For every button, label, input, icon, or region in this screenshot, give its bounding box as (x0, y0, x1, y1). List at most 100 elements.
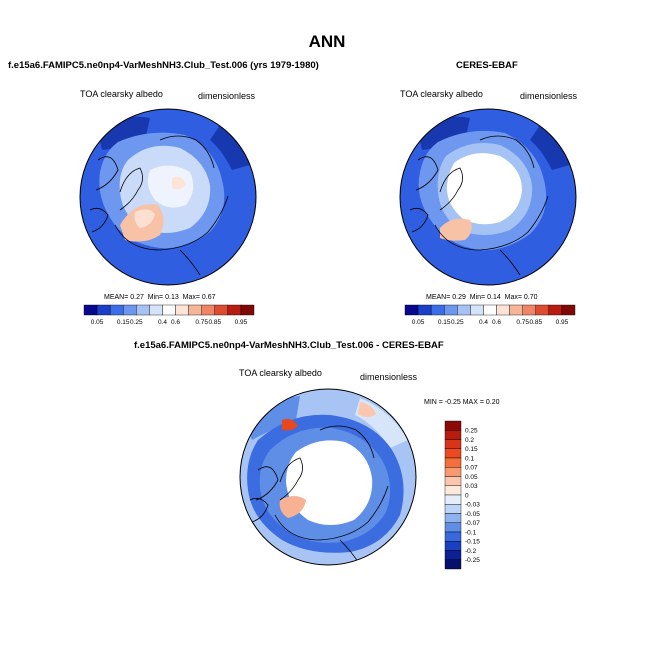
panel-3-coastline (319, 425, 375, 459)
panel-1-min-value: 0.13 (165, 294, 179, 301)
panel-3-colorbar-tick-label: -0.2 (465, 548, 477, 555)
panel-2-coastline (479, 135, 535, 169)
panel-3-colorbar-tick-label: 0.15 (465, 446, 478, 453)
panel-2-colorbar-swatch (561, 304, 576, 316)
panel-2-mean-label: MEAN= (426, 294, 451, 301)
panel-1-coastline (95, 156, 119, 191)
panel-1-colorbar-tick-label: 0.95 (235, 319, 248, 326)
panel-1-colorbar-tick-label: 0.75 (195, 319, 208, 326)
panel-1-colorbar-tick-label: 0.05 (91, 319, 104, 326)
panel-3-title: f.e15a6.FAMIPC5.ne0np4-VarMeshNH3.Club_T… (134, 340, 444, 351)
panel-3-colorbar-swatch (444, 550, 462, 560)
panel-3-colorbar-swatch (444, 448, 462, 459)
panel-3-coastline (274, 485, 389, 541)
panel-2-min-label: Min= (469, 294, 486, 301)
panel-2-colorbar-tick-label: 0.95 (556, 319, 569, 326)
panel-3-colorbar-tick-label: 0.1 (465, 455, 474, 462)
panel-3-colorbar-tick-label: -0.05 (465, 511, 480, 518)
panel-2-coastline (434, 195, 549, 251)
panel-3-colorbar-swatch (444, 467, 462, 477)
panel-3-arctic-core (286, 440, 373, 525)
panel-3-variable-label: TOA clearsky albedo (239, 368, 322, 378)
panel-1-title: f.e15a6.FAMIPC5.ne0np4-VarMeshNH3.Club_T… (8, 60, 319, 71)
panel-1-colorbar-swatch (240, 304, 255, 316)
panel-2-mean-value: 0.29 (452, 294, 466, 301)
panel-3-units-label: dimensionless (360, 372, 418, 382)
panel-1-low-albedo-region (210, 125, 250, 170)
panel-2-coastline (409, 207, 429, 233)
panel-3-stats: MIN = -0.25 MAX = 0.20 (424, 399, 500, 406)
panel-3-colorbar-tick-label: -0.07 (465, 520, 480, 527)
panel-2-colorbar-tick-label: 0.25 (451, 319, 464, 326)
panel-3-colorbar-tick-label: 0.05 (465, 474, 478, 481)
panel-2-colorbar-tick-label: 0.6 (492, 319, 501, 326)
panel-3-colorbar-swatch (444, 485, 462, 496)
panel-1-greenland-peak (134, 209, 155, 228)
panel-1-coastline (119, 167, 143, 211)
panel-2-greenland-high (440, 218, 472, 241)
panel-3-colorbar-tick-label: 0.25 (465, 428, 478, 435)
panel-2-max-value: 0.70 (523, 294, 538, 301)
panel-2-coastline (499, 249, 521, 276)
panel-2-colorbar-tick-label: 0.4 (479, 319, 488, 326)
panel-2-title: CERES-EBAF (456, 60, 518, 71)
panel-3-greenland-positive (279, 496, 306, 518)
panel-1-coastline (114, 195, 229, 251)
panel-2-map-border (399, 108, 577, 286)
panel-3-colorbar-swatch (444, 420, 462, 431)
panel-1-coastline (159, 135, 215, 169)
panel-2-variable-label: TOA clearsky albedo (400, 89, 483, 99)
panel-3-colorbar-tick-label: 0.07 (465, 465, 478, 472)
panel-1-coastline (89, 207, 109, 233)
panel-1-map-border (79, 108, 257, 286)
panel-3-colorbar-swatch (444, 494, 462, 505)
panel-2-colorbar-tick-label: 0.15 (438, 319, 451, 326)
panel-3-positive-patch (282, 418, 298, 431)
panel-1-colorbar-tick-label: 0.85 (208, 319, 221, 326)
panel-1-mean-label: MEAN= (104, 294, 129, 301)
panel-3-colorbar-tick-label: -0.1 (465, 529, 477, 536)
panel-3-colorbar-swatch (444, 476, 462, 486)
panel-3-map-border (239, 388, 417, 566)
panel-3-positive-patch (358, 402, 376, 417)
panel-2-arctic-core (446, 153, 522, 225)
panel-3-coastline (249, 497, 269, 523)
panel-3-colorbar-swatch (444, 541, 462, 551)
panel-2-colorbar-tick-label: 0.75 (516, 319, 529, 326)
panel-3-colorbar-swatch (444, 504, 462, 514)
panel-1-mean-value: 0.27 (130, 294, 144, 301)
panel-1-variable-label: TOA clearsky albedo (80, 89, 163, 99)
panel-1-colorbar-tick-label: 0.25 (130, 319, 143, 326)
panel-3-colorbar-swatch (444, 559, 462, 570)
panel-1-max-value: 0.67 (201, 294, 216, 301)
panel-1-colorbar-tick-label: 0.15 (117, 319, 130, 326)
panel-3-negative-region (245, 396, 300, 440)
panel-1-max-label: Max= (182, 294, 200, 301)
panel-1-coastline (179, 249, 201, 276)
page-title: ANN (308, 32, 346, 51)
panel-3-colorbar-tick-label: 0.2 (465, 437, 474, 444)
panel-3-coastline (279, 457, 303, 501)
panel-3-colorbar-swatch (444, 439, 462, 449)
panel-2-coastline (415, 156, 439, 191)
panel-1-high-patch (172, 176, 186, 190)
panel-2-colorbar: 0.05 0.15 0.25 0.4 0.6 0.75 0.85 0.95 (404, 304, 576, 326)
panel-1-units-label: dimensionless (198, 91, 256, 101)
panel-1-colorbar-tick-label: 0.4 (158, 319, 167, 326)
panel-3-colorbar-swatch (444, 522, 462, 533)
panel-1-min-label: Min= (147, 294, 164, 301)
panel-3-colorbar-tick-label: -0.15 (465, 539, 480, 546)
panel-2-low-albedo-region (530, 125, 570, 170)
panel-1-colorbar-tick-label: 0.6 (171, 319, 180, 326)
panel-3-colorbar-swatch (444, 513, 462, 523)
panel-2-stats: MEAN= 0.29 Min= 0.14 Max= 0.70 (426, 294, 538, 301)
panel-3-colorbar-tick-label: -0.25 (465, 557, 480, 564)
panel-3-colorbar-swatch (444, 531, 462, 542)
panel-3-colorbar-swatch (444, 457, 462, 468)
panel-2-coastline (439, 167, 463, 211)
panel-1-colorbar: 0.05 0.15 0.25 0.4 0.6 0.75 0.85 0.95 (83, 304, 255, 326)
panel-2-max-label: Max= (504, 294, 522, 301)
